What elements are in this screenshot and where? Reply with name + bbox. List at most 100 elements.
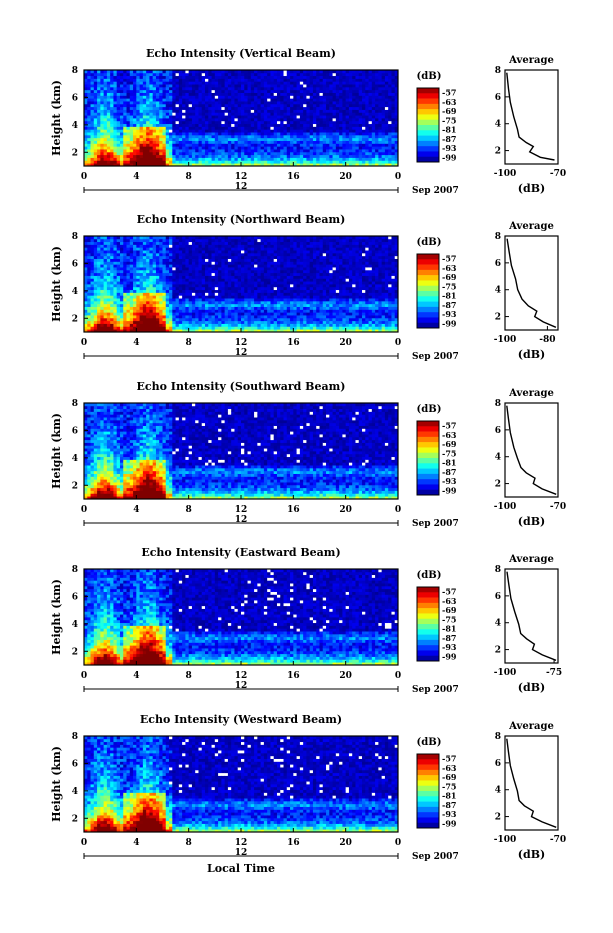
heatmap-cell <box>179 278 183 281</box>
heatmap-cell <box>257 143 261 146</box>
heatmap-cell <box>238 318 242 321</box>
heatmap-xtick-label: 0 <box>395 172 401 182</box>
heatmap-cell <box>192 149 196 152</box>
heatmap-cell <box>372 124 376 127</box>
heatmap-cell <box>176 112 180 115</box>
heatmap-cell <box>91 270 95 273</box>
heatmap-cell <box>127 146 131 149</box>
heatmap-cell <box>313 135 317 138</box>
heatmap-cell <box>342 126 346 129</box>
heatmap-cell <box>130 259 134 262</box>
heatmap-cell <box>320 101 324 104</box>
heatmap-cell <box>359 129 363 132</box>
heatmap-cell <box>369 138 373 141</box>
heatmap-cell <box>303 95 307 98</box>
heatmap-cell <box>346 152 350 155</box>
heatmap-cell <box>192 273 196 276</box>
heatmap-cell <box>136 95 140 98</box>
heatmap-cell <box>179 112 183 115</box>
heatmap-cell <box>185 132 189 135</box>
heatmap-cell <box>117 295 121 298</box>
heatmap-title: Echo Intensity (Vertical Beam) <box>146 47 336 60</box>
heatmap-cell <box>113 324 117 327</box>
heatmap-cell <box>195 135 199 138</box>
heatmap-cell <box>163 84 167 87</box>
heatmap-cell <box>221 124 225 127</box>
heatmap-cell <box>113 146 117 149</box>
heatmap-cell <box>251 98 255 101</box>
heatmap-cell <box>251 155 255 158</box>
heatmap-cell <box>146 90 150 93</box>
heatmap-cell <box>182 250 186 253</box>
heatmap-cell <box>182 104 186 107</box>
heatmap-cell <box>159 301 163 304</box>
heatmap-cell <box>110 256 114 259</box>
heatmap-cell <box>192 321 196 324</box>
heatmap-cell <box>189 256 193 259</box>
heatmap-cell <box>110 146 114 149</box>
heatmap-cell <box>202 110 206 113</box>
heatmap-cell <box>346 132 350 135</box>
heatmap-cell <box>234 318 238 321</box>
heatmap-cell <box>146 253 150 256</box>
heatmap-cell <box>176 312 180 315</box>
heatmap-cell <box>153 101 157 104</box>
heatmap-cell <box>198 321 202 324</box>
heatmap-cell <box>179 244 183 247</box>
heatmap-cell <box>91 239 95 242</box>
heatmap-cell <box>182 298 186 301</box>
heatmap-cell <box>169 309 173 312</box>
heatmap-cell <box>127 115 131 118</box>
heatmap-cell <box>378 124 382 127</box>
heatmap-cell <box>297 118 301 121</box>
heatmap-cell <box>228 253 232 256</box>
heatmap-cell <box>244 155 248 158</box>
heatmap-cell <box>254 138 258 141</box>
heatmap-cell <box>156 270 160 273</box>
heatmap-cell <box>248 149 252 152</box>
heatmap-cell <box>127 242 131 245</box>
heatmap-cell <box>391 95 395 98</box>
heatmap-cell <box>87 90 91 93</box>
heatmap-cell <box>388 118 392 121</box>
heatmap-cell <box>231 158 235 161</box>
heatmap-cell <box>388 107 392 110</box>
heatmap-cell <box>362 121 366 124</box>
heatmap-cell <box>140 244 144 247</box>
heatmap-cell <box>149 93 153 96</box>
heatmap-cell <box>192 281 196 284</box>
heatmap-cell <box>192 115 196 118</box>
heatmap-cell <box>248 73 252 76</box>
heatmap-cell <box>336 118 340 121</box>
heatmap-cell <box>130 312 134 315</box>
heatmap-cell <box>280 84 284 87</box>
heatmap-cell <box>303 107 307 110</box>
heatmap-cell <box>320 124 324 127</box>
heatmap-cell <box>136 149 140 152</box>
heatmap-cell <box>127 247 131 250</box>
heatmap-cell <box>388 115 392 118</box>
heatmap-cell <box>169 278 173 281</box>
heatmap-cell <box>107 239 111 242</box>
heatmap-cell <box>248 81 252 84</box>
heatmap-cell <box>385 95 389 98</box>
heatmap-cell <box>339 90 343 93</box>
heatmap-cell <box>225 326 229 329</box>
heatmap-cell <box>388 149 392 152</box>
heatmap-cell <box>352 93 356 96</box>
heatmap-cell <box>228 312 232 315</box>
heatmap-cell <box>172 158 176 161</box>
heatmap-cell <box>185 324 189 327</box>
heatmap-cell <box>163 242 167 245</box>
heatmap-cell <box>215 146 219 149</box>
heatmap-cell <box>244 132 248 135</box>
heatmap-cell <box>336 132 340 135</box>
heatmap-cell <box>110 270 114 273</box>
heatmap-cell <box>143 90 147 93</box>
heatmap-cell <box>127 253 131 256</box>
heatmap-cell <box>225 152 229 155</box>
heatmap-cell <box>136 155 140 158</box>
heatmap-cell <box>91 78 95 81</box>
heatmap-cell <box>130 326 134 329</box>
heatmap-cell <box>228 81 232 84</box>
